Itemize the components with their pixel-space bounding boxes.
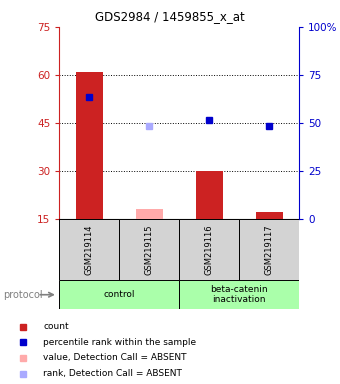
FancyBboxPatch shape — [119, 219, 179, 280]
Text: value, Detection Call = ABSENT: value, Detection Call = ABSENT — [44, 353, 187, 362]
Text: rank, Detection Call = ABSENT: rank, Detection Call = ABSENT — [44, 369, 182, 378]
FancyBboxPatch shape — [239, 219, 299, 280]
Text: percentile rank within the sample: percentile rank within the sample — [44, 338, 197, 347]
Text: count: count — [44, 323, 69, 331]
Bar — [76, 72, 103, 219]
Bar — [196, 171, 223, 219]
FancyBboxPatch shape — [179, 280, 299, 309]
Text: protocol: protocol — [3, 290, 43, 300]
Bar — [136, 209, 163, 219]
Text: GSM219117: GSM219117 — [265, 224, 274, 275]
Text: GSM219116: GSM219116 — [205, 224, 214, 275]
FancyBboxPatch shape — [59, 280, 179, 309]
Text: GSM219114: GSM219114 — [85, 224, 94, 275]
FancyBboxPatch shape — [59, 219, 119, 280]
Text: beta-catenin
inactivation: beta-catenin inactivation — [210, 285, 268, 305]
Text: control: control — [104, 290, 135, 299]
FancyBboxPatch shape — [179, 219, 239, 280]
Text: GDS2984 / 1459855_x_at: GDS2984 / 1459855_x_at — [95, 10, 245, 23]
Text: GSM219115: GSM219115 — [145, 224, 154, 275]
Bar — [256, 212, 283, 219]
